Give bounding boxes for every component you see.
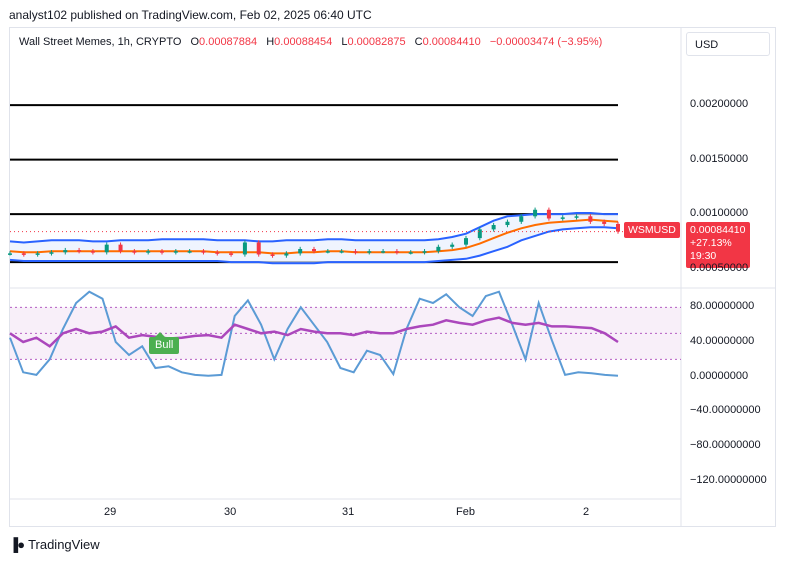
candle-body	[422, 251, 427, 253]
candle-body	[284, 253, 289, 256]
candle-body	[533, 209, 538, 217]
candle-body	[394, 251, 399, 253]
last-price-tag: 0.00084410 +27.13% 19:30	[686, 222, 750, 268]
candle-body	[229, 253, 234, 255]
candle-body	[201, 251, 206, 253]
price-tick-label: 0.00150000	[690, 152, 749, 165]
candle-body	[132, 251, 137, 253]
candle-body	[491, 225, 496, 230]
time-tick-label: 30	[224, 506, 237, 518]
candle-body	[63, 250, 68, 253]
stoch-tick-label: 0.00000000	[690, 369, 749, 382]
candle-body	[477, 229, 482, 239]
stoch-tick-label: −40.00000000	[690, 404, 761, 417]
time-tick-label: 2	[583, 506, 590, 518]
candle-body	[215, 252, 220, 254]
candle-body	[242, 242, 247, 255]
candle-body	[35, 253, 40, 255]
candle-body	[90, 251, 95, 253]
price-tick-label: 0.00200000	[690, 98, 749, 111]
high-value: 0.00088454	[274, 36, 333, 48]
symbol-name[interactable]: Wall Street Memes, 1h, CRYPTO	[19, 36, 182, 48]
logo-text: TradingView	[28, 537, 100, 552]
stoch-tick-label: 40.00000000	[690, 335, 755, 347]
candle-body	[256, 242, 261, 255]
high-key: H	[266, 36, 275, 48]
stoch-d-line	[9, 316, 619, 348]
last-price: 0.00084410	[690, 224, 746, 236]
bollinger-upper-line	[9, 212, 618, 244]
bar-countdown: 19:30	[690, 250, 717, 262]
candle-body	[146, 251, 151, 253]
open-key: O	[190, 36, 200, 48]
candle-body	[104, 244, 109, 253]
time-tick-label: Feb	[456, 506, 475, 518]
ohlc-legend: Wall Street Memes, 1h, CRYPTO O0.0008788…	[19, 36, 602, 48]
time-tick-label: 31	[342, 506, 355, 518]
currency-selector[interactable]: USD	[686, 32, 770, 56]
candle-body	[574, 216, 579, 218]
candle-body	[8, 253, 12, 255]
tradingview-logo[interactable]: ▐● TradingView	[9, 537, 100, 552]
close-key: C	[414, 36, 423, 48]
close-value: 0.00084410	[422, 36, 481, 48]
candle-body	[160, 251, 164, 253]
price-tick-label: 0.00050000	[690, 261, 749, 274]
candle-body	[436, 246, 441, 252]
candle-body	[298, 249, 303, 254]
candle-body	[450, 244, 455, 247]
candle-body	[560, 217, 565, 219]
candle-body	[381, 251, 386, 253]
candle-body	[588, 216, 593, 222]
tradingview-logo-icon: ▐●	[9, 537, 25, 552]
candle-body	[77, 250, 82, 252]
low-key: L	[341, 36, 348, 48]
change-value: −0.00003474 (−3.95%)	[489, 36, 603, 48]
candle-body	[270, 254, 275, 256]
candle-body	[173, 251, 178, 253]
stoch-tick-label: 80.00000000	[690, 300, 755, 313]
candle-body	[616, 223, 620, 232]
stoch-tick-label: −80.00000000	[690, 439, 761, 451]
time-tick-label: 29	[104, 506, 117, 518]
candle-body	[353, 251, 358, 253]
candle-body	[118, 244, 123, 252]
candle-body	[408, 252, 413, 254]
candle-body	[505, 221, 510, 226]
candle-body	[464, 238, 468, 245]
price-tick-label: 0.00100000	[690, 207, 749, 220]
candle-body	[602, 221, 607, 224]
low-value: 0.00082875	[347, 36, 406, 48]
candle-body	[312, 249, 316, 252]
published-caption: analyst102 published on TradingView.com,…	[9, 8, 372, 22]
candle-body	[367, 251, 372, 253]
candle-body	[49, 252, 54, 254]
candle-body	[325, 251, 330, 253]
stoch-tick-label: −120.00000000	[690, 473, 767, 486]
symbol-price-tag: WSMUSD	[624, 222, 680, 238]
open-value: 0.00087884	[199, 36, 258, 48]
candle-body	[21, 253, 26, 255]
candle-body	[187, 251, 192, 253]
candle-body	[339, 251, 344, 253]
bull-signal-label: Bull	[149, 332, 180, 354]
candle-body	[519, 216, 524, 222]
bollinger-lower-line	[9, 226, 619, 265]
price-change: +27.13%	[690, 237, 732, 249]
chart-frame	[9, 27, 776, 527]
candle-body	[546, 209, 551, 219]
